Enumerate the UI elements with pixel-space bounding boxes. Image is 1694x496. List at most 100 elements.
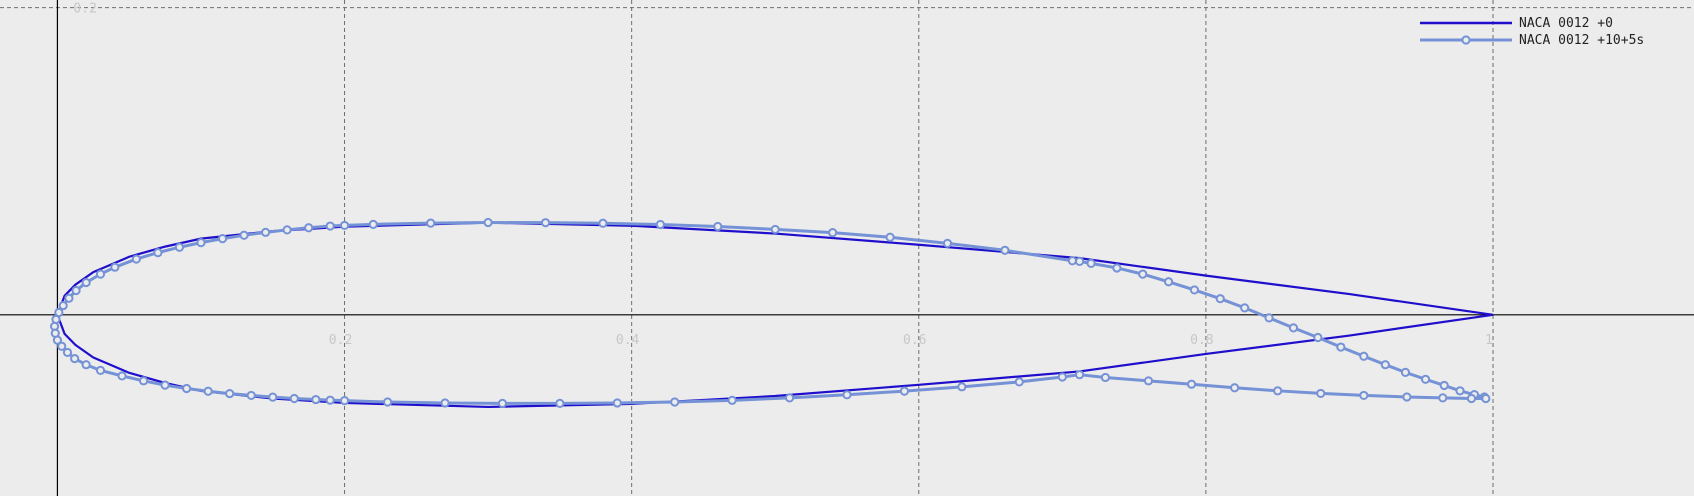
series-1-point: [1057, 372, 1067, 382]
series-1-point: [1439, 380, 1449, 391]
series-1-point: [203, 386, 213, 396]
series-1-point: [555, 398, 565, 409]
y-tick-label: 0.2: [73, 2, 96, 17]
series-1-point: [239, 230, 249, 240]
series-1-point: [95, 269, 106, 279]
series-1-point: [182, 383, 192, 394]
series-1-point: [160, 380, 170, 390]
series-1-point: [483, 217, 493, 228]
series-1-point: [368, 219, 378, 229]
series-1-point: [1420, 374, 1431, 384]
x-tick-label: 0.4: [616, 333, 640, 348]
series-1-point: [138, 376, 149, 386]
series-1-point: [153, 248, 163, 258]
legend-marker-naca-0012-plus-10-5s: [1461, 35, 1471, 45]
series-1-point: [289, 393, 299, 404]
tick-labels: 0.2 0.4 0.6 0.8 1 0.2: [73, 2, 1493, 348]
series-1-point: [304, 223, 314, 233]
series-1-point: [1112, 263, 1122, 273]
series-1-point: [196, 238, 206, 248]
series-1-point: [1438, 393, 1448, 403]
legend-label-naca-0012-plus-0: NACA 0012 +0: [1519, 16, 1613, 31]
x-tick-label: 0.8: [1190, 333, 1213, 348]
series-1-point: [62, 347, 73, 358]
series-1-point: [1086, 258, 1096, 268]
series-1-point: [64, 293, 74, 303]
series-1-point: [1264, 313, 1274, 323]
series-1-point: [1288, 323, 1299, 333]
series-1-point: [268, 392, 278, 402]
series-1-point: [58, 300, 68, 311]
series-1-point: [1466, 393, 1477, 404]
series-1-point: [311, 394, 321, 405]
series-1-point: [1186, 379, 1197, 389]
series-1-point: [1100, 372, 1111, 383]
x-tick-label: 0.2: [329, 333, 352, 348]
series-1-point: [1455, 386, 1465, 396]
series-1-point: [784, 393, 795, 403]
series-1-point: [828, 228, 838, 238]
series-1-point: [612, 398, 622, 408]
series-1-point: [1000, 245, 1010, 255]
series-1-point: [260, 227, 271, 237]
series-1-point: [52, 335, 63, 345]
series-1-point: [1138, 269, 1148, 279]
series-1-point: [81, 360, 91, 370]
series-group: [49, 217, 1494, 409]
series-1-point: [217, 234, 228, 244]
series-1-point: [110, 262, 120, 272]
x-tick-label: 0.6: [903, 333, 926, 348]
series-1-point: [325, 395, 335, 405]
series-1-point: [1143, 376, 1154, 386]
series-1-point: [426, 218, 436, 228]
series-1-point: [1240, 303, 1250, 313]
series-1-point: [339, 220, 350, 231]
legend-label-naca-0012-plus-10-5s: NACA 0012 +10+5s: [1519, 33, 1644, 48]
series-1-point: [497, 398, 508, 409]
series-1-point: [325, 221, 335, 231]
series-1-point: [282, 225, 292, 235]
series-1-point: [655, 219, 665, 230]
series-1-point: [1067, 256, 1077, 266]
series-1-point: [1402, 392, 1412, 402]
series-1-point: [1380, 360, 1390, 370]
series-1-point: [57, 341, 67, 351]
series-1-point: [1316, 388, 1326, 399]
series-1-point: [1400, 367, 1411, 377]
series-1-point: [1230, 383, 1240, 393]
series-1-point: [770, 224, 780, 235]
series-1-point: [1359, 390, 1369, 401]
series-1-point: [440, 398, 450, 408]
series-1-point: [339, 396, 350, 406]
series-1-point: [1163, 277, 1174, 287]
series-1-point: [1215, 294, 1225, 304]
series-1-point: [1313, 332, 1323, 343]
legend: NACA 0012 +0 NACA 0012 +10+5s: [1420, 16, 1644, 48]
series-1-point: [225, 388, 235, 399]
series-1-point: [842, 390, 852, 400]
series-1-point: [1359, 351, 1369, 361]
series-1-point: [957, 382, 967, 392]
series-1-point: [81, 277, 91, 288]
series-1-point: [70, 353, 80, 364]
series-1-point: [383, 397, 393, 407]
series-1-point: [899, 386, 910, 396]
series-1-point: [885, 232, 895, 242]
series-1-point: [174, 242, 185, 252]
series-1-point: [713, 221, 723, 232]
series-1-point: [942, 238, 953, 248]
x-tick-label: 1: [1485, 333, 1493, 348]
series-1-point: [95, 365, 106, 375]
series-1-point: [71, 285, 81, 296]
series-1-point: [117, 371, 127, 381]
series-1-point: [1074, 370, 1085, 380]
series-1-point: [1074, 256, 1085, 266]
series-1-point: [1014, 377, 1024, 387]
series-1-point: [598, 218, 608, 228]
series-1-point: [1189, 285, 1200, 295]
series-1-point: [131, 254, 141, 264]
series-1-point: [1481, 393, 1491, 404]
